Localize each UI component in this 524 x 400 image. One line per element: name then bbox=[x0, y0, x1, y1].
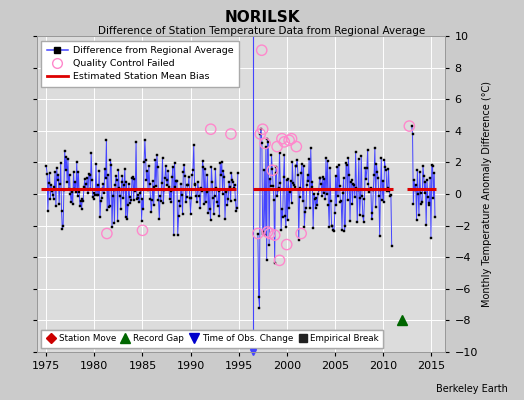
Text: Berkeley Earth: Berkeley Earth bbox=[436, 384, 508, 394]
Text: NORILSK: NORILSK bbox=[224, 10, 300, 25]
Point bbox=[103, 230, 111, 237]
Point bbox=[268, 167, 277, 174]
Point bbox=[273, 143, 281, 150]
Text: Difference of Station Temperature Data from Regional Average: Difference of Station Temperature Data f… bbox=[99, 26, 425, 36]
Point bbox=[297, 230, 305, 237]
Point bbox=[287, 136, 296, 142]
Point bbox=[275, 257, 283, 264]
Point bbox=[206, 126, 215, 132]
Point bbox=[278, 136, 286, 142]
Point bbox=[261, 140, 269, 147]
Point bbox=[254, 230, 262, 237]
Legend: Station Move, Record Gap, Time of Obs. Change, Empirical Break: Station Move, Record Gap, Time of Obs. C… bbox=[41, 330, 384, 348]
Point bbox=[257, 47, 266, 54]
Point bbox=[270, 232, 279, 238]
Point bbox=[138, 227, 147, 234]
Point bbox=[258, 126, 267, 132]
Point bbox=[256, 131, 265, 137]
Point bbox=[280, 139, 289, 145]
Point bbox=[282, 241, 291, 248]
Point bbox=[285, 137, 293, 144]
Point bbox=[227, 131, 235, 137]
Point bbox=[405, 123, 413, 129]
Point bbox=[266, 230, 274, 237]
Point bbox=[292, 143, 301, 150]
Point bbox=[263, 229, 271, 235]
Y-axis label: Monthly Temperature Anomaly Difference (°C): Monthly Temperature Anomaly Difference (… bbox=[482, 81, 492, 307]
